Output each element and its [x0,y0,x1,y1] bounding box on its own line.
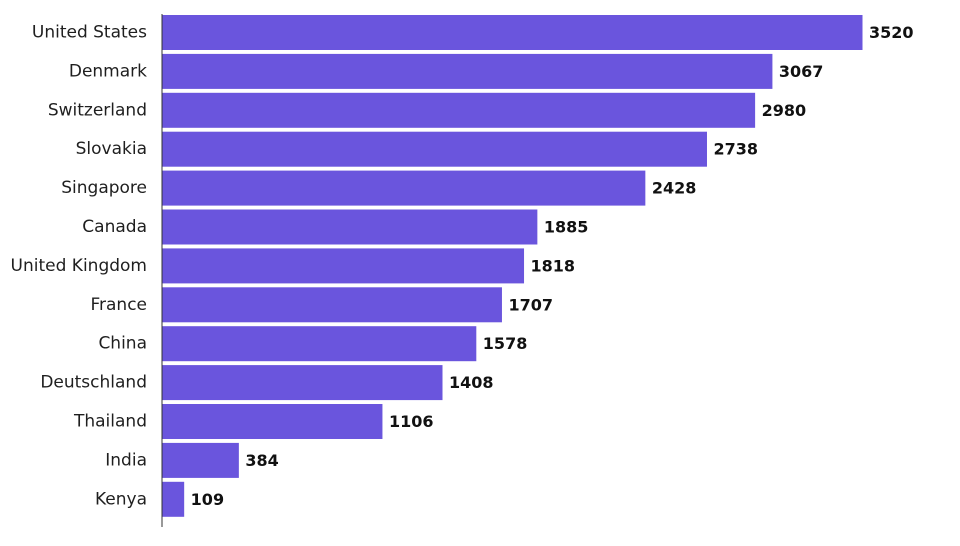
value-label: 1408 [449,373,494,392]
category-label: Thailand [73,412,147,432]
category-label: Deutschland [40,373,147,393]
value-label: 1578 [483,334,528,353]
bar-india [162,442,239,478]
category-label: United Kingdom [11,256,147,276]
category-label: Singapore [61,178,147,198]
bar-denmark [162,53,773,89]
bar-china [162,326,477,362]
value-label: 1818 [531,256,576,275]
value-label: 109 [191,490,224,509]
value-label: 2738 [713,140,758,159]
value-label: 1885 [544,218,589,237]
labels-layer: United States 3520 Denmark 3067 Switzerland 2… [11,23,914,510]
value-label: 3520 [869,23,914,42]
bar-switzerland [162,92,756,128]
category-label: Canada [82,217,147,237]
category-label: Denmark [69,61,147,81]
category-label: India [105,450,147,470]
value-label: 2980 [762,101,807,120]
bar-france [162,287,502,323]
bar-deutschland [162,365,443,401]
value-label: 384 [245,451,278,470]
bar-canada [162,209,538,245]
bar-thailand [162,404,383,439]
bar-kenya [162,481,185,517]
value-label: 2428 [652,179,697,198]
category-label: United States [32,23,147,43]
category-label: Slovakia [76,139,147,159]
category-label: China [98,334,147,354]
bar-slovakia [162,131,707,167]
bar-singapore [162,170,646,206]
category-label: France [90,295,147,315]
bar-united-states [162,15,863,50]
bar-united-kingdom [162,248,525,284]
value-label: 3067 [779,62,824,81]
category-label: Kenya [95,489,147,509]
category-label: Switzerland [48,100,147,120]
bars-layer [162,15,863,517]
value-label: 1106 [389,412,434,431]
value-label: 1707 [508,295,553,314]
